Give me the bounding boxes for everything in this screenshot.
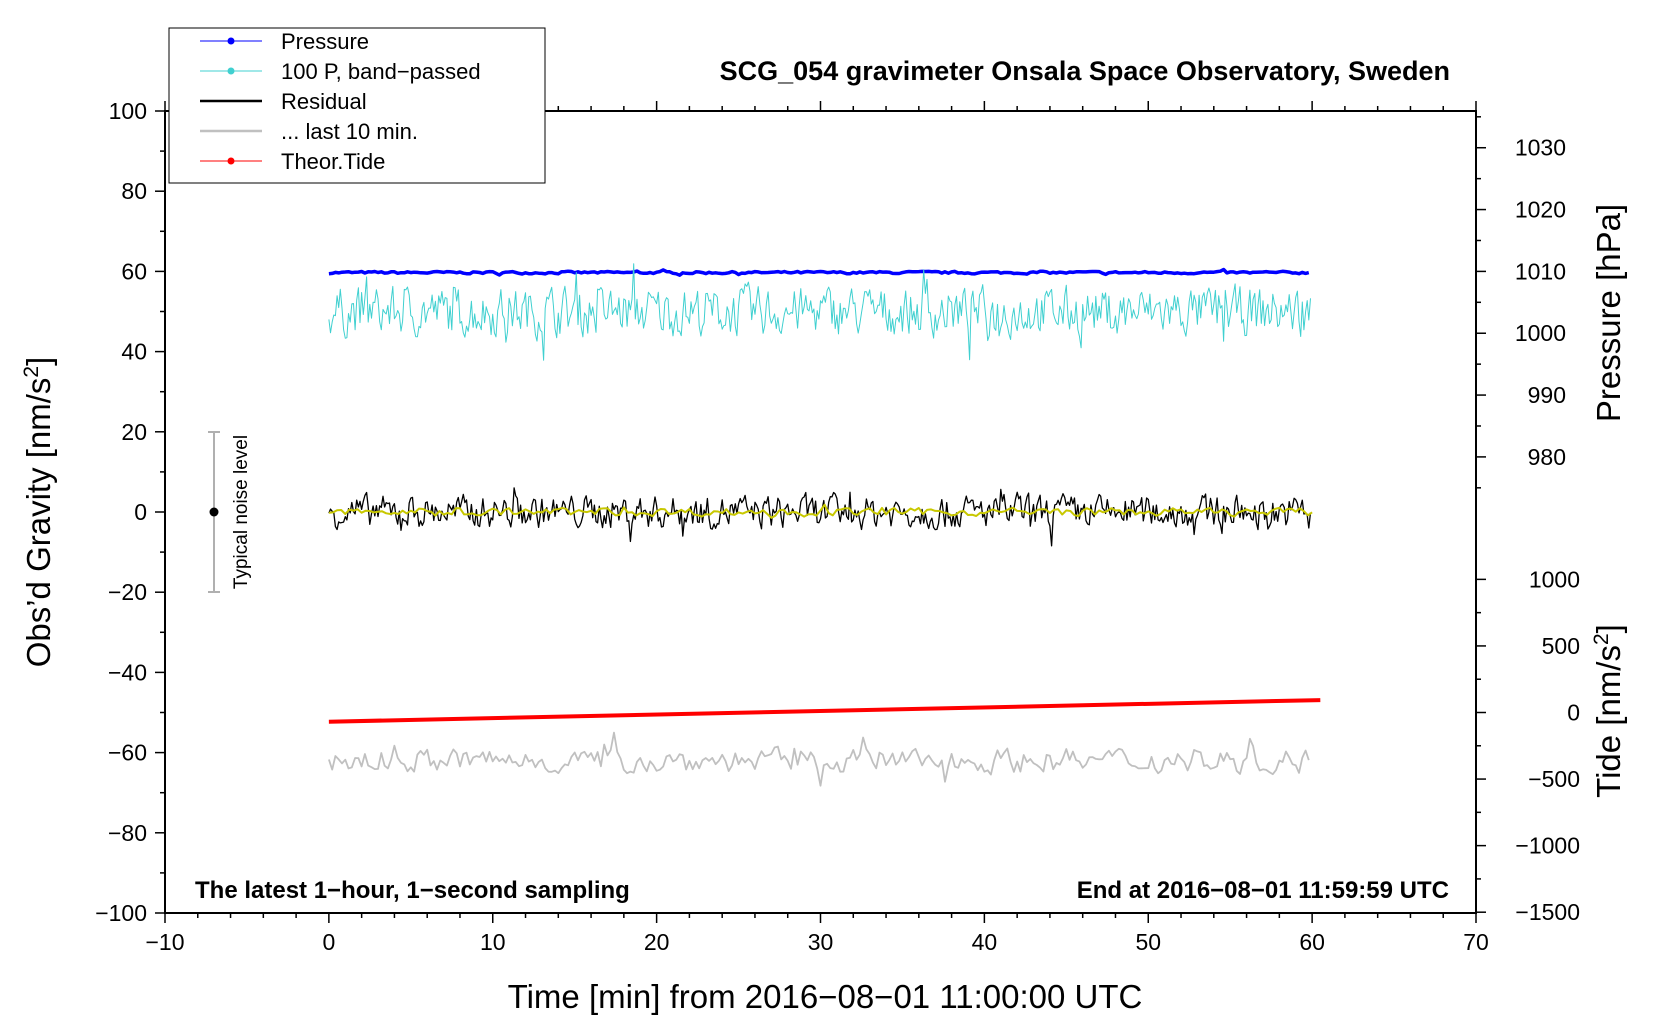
x-tick-label: 10	[480, 929, 506, 955]
x-tick-label: 50	[1135, 929, 1161, 955]
y-left-tick-label: −80	[108, 820, 147, 846]
legend: Pressure 100 P, band−passed Residual ... la…	[168, 27, 546, 184]
series-last-10-min	[328, 731, 1310, 787]
y-left-axis-title: Obs’d Gravity [nm/s2]	[20, 357, 57, 668]
y-left-tick-label: 40	[121, 339, 147, 365]
legend-label: Pressure	[281, 29, 369, 54]
series-theor-tide	[328, 698, 1321, 724]
series-residual-smoothed	[328, 503, 1313, 519]
y-left-tick-label: 20	[121, 419, 147, 445]
pressure-tick-label: 1020	[1515, 197, 1566, 223]
x-tick-label: 40	[972, 929, 998, 955]
legend-label: ... last 10 min.	[281, 119, 418, 144]
x-axis-title: Time [min] from 2016−08−01 11:00:00 UTC	[508, 978, 1143, 1015]
noise-indicator: Typical noise level	[208, 431, 252, 593]
pressure-tick-label: 980	[1528, 444, 1566, 470]
y-left-tick-label: 80	[121, 178, 147, 204]
series-pressure-bandpassed	[328, 263, 1311, 361]
tide-tick-label: −1000	[1515, 833, 1580, 859]
series-residual	[328, 487, 1312, 547]
y-left-tick-label: −20	[108, 579, 147, 605]
chart-title: SCG_054 gravimeter Onsala Space Observat…	[720, 56, 1450, 86]
x-tick-label: 30	[808, 929, 834, 955]
tide-tick-label: 1000	[1529, 566, 1580, 592]
legend-marker	[227, 37, 235, 45]
axis-ticks: −10 0 10 20 30 40 50 60 70−100−80−60−40−20020406…	[95, 98, 1580, 955]
tide-tick-label: 500	[1542, 633, 1580, 659]
y-left-tick-label: 60	[121, 258, 147, 284]
legend-marker	[227, 67, 235, 75]
tide-tick-label: −1500	[1515, 899, 1580, 925]
pressure-tick-label: 1030	[1515, 135, 1566, 161]
legend-items: Pressure 100 P, band−passed Residual ... la…	[200, 29, 481, 174]
y-left-tick-label: −60	[108, 740, 147, 766]
y-left-tick-label: −100	[95, 900, 147, 926]
pressure-tick-label: 1010	[1515, 258, 1566, 284]
sampling-annotation: The latest 1−hour, 1−second sampling	[195, 877, 630, 904]
legend-marker	[227, 157, 235, 165]
legend-label: 100 P, band−passed	[281, 59, 481, 84]
pressure-axis-title: Pressure [hPa]	[1590, 204, 1627, 422]
x-tick-label: 0	[322, 929, 335, 955]
x-tick-label: 60	[1299, 929, 1325, 955]
noise-label: Typical noise level	[231, 435, 252, 589]
pressure-tick-label: 990	[1528, 382, 1566, 408]
y-left-tick-label: 100	[109, 98, 147, 124]
x-tick-label: 70	[1463, 929, 1489, 955]
end-time-annotation: End at 2016−08−01 11:59:59 UTC	[1077, 877, 1449, 904]
y-left-tick-label: −40	[108, 659, 147, 685]
series-pressure	[328, 267, 1310, 277]
x-tick-label: 20	[644, 929, 670, 955]
tide-tick-label: −500	[1528, 766, 1580, 792]
tide-axis-title: Tide [nm/s2]	[1590, 624, 1627, 798]
legend-label: Residual	[281, 89, 367, 114]
pressure-tick-label: 1000	[1515, 320, 1566, 346]
x-tick-label: −10	[145, 929, 184, 955]
tide-tick-label: 0	[1567, 700, 1580, 726]
noise-bar-center-dot	[209, 507, 219, 517]
series-layer	[328, 263, 1321, 787]
legend-label: Theor.Tide	[281, 149, 385, 174]
y-left-tick-label: 0	[134, 499, 147, 525]
legend-box	[168, 27, 546, 184]
